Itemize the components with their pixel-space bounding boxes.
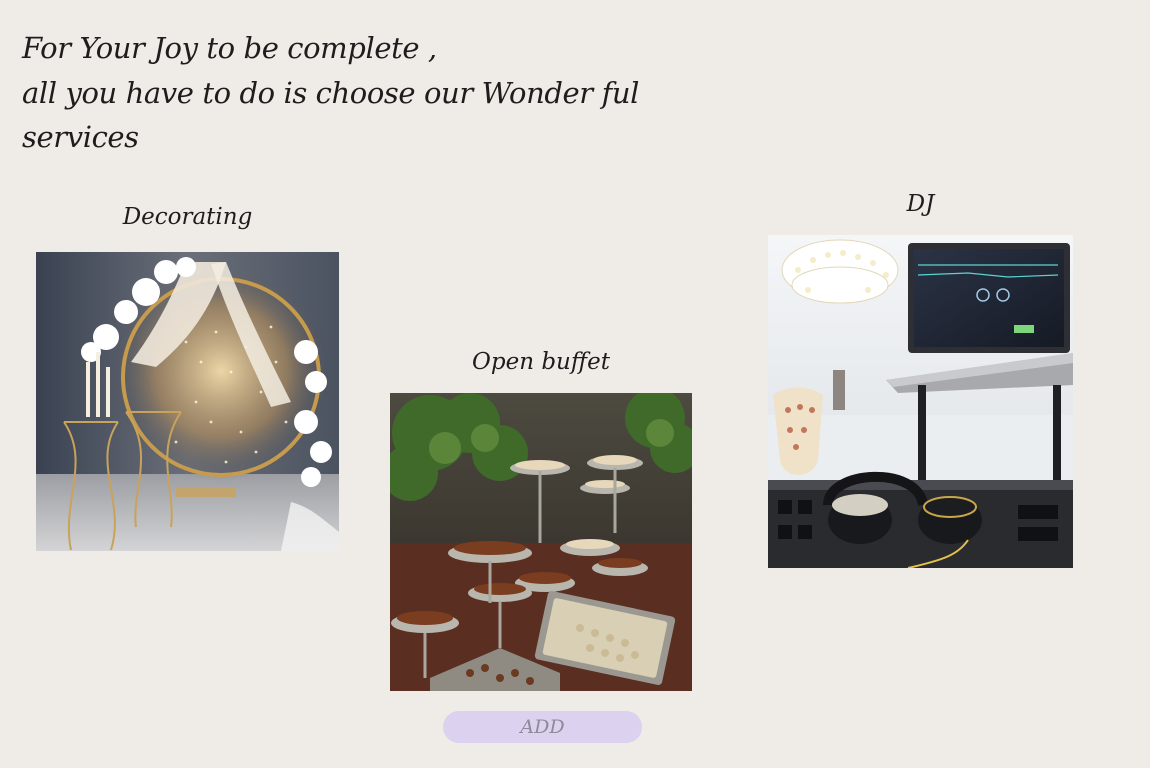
service-title-dj: DJ <box>906 191 935 217</box>
headline-line-2: all you have to do is choose our Wonder … <box>22 75 640 110</box>
add-button[interactable]: ADD <box>443 711 642 743</box>
buffet-photo[interactable] <box>390 393 692 691</box>
headline-line-1: For Your Joy to be complete , <box>22 31 437 65</box>
headline-line-3: services <box>22 120 139 154</box>
decorating-photo[interactable] <box>36 252 339 551</box>
dj-photo[interactable] <box>768 235 1073 568</box>
service-title-decorating: Decorating <box>122 204 253 230</box>
page-headline: For Your Joy to be complete , all you ha… <box>22 26 640 160</box>
service-title-open-buffet: Open buffet <box>472 349 610 375</box>
